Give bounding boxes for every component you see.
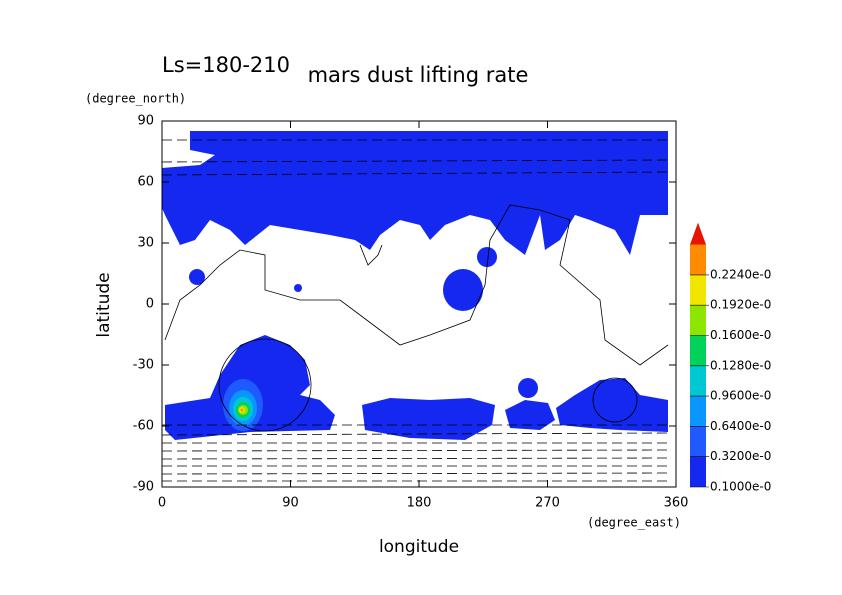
colorbar-band [690, 274, 706, 306]
y-tick-label: 90 [137, 114, 154, 129]
contour-line [359, 244, 383, 266]
contour-line [164, 204, 669, 366]
x-tick-label: 360 [664, 496, 689, 511]
colorbar-label: 0.1000e-0 [710, 480, 771, 494]
contour-line [161, 171, 669, 176]
contour-fill [477, 247, 497, 267]
y-tick-label: 60 [137, 175, 154, 190]
y-tick-label: -60 [133, 419, 154, 434]
contour-fills [162, 131, 668, 440]
colorbar-arrow [690, 222, 706, 245]
x-tick-label: 0 [158, 496, 166, 511]
x-axis-label: longitude [379, 537, 459, 557]
colorbar-band [690, 456, 706, 487]
colorbar-band [690, 335, 706, 366]
contour-fill [443, 269, 483, 311]
contour-fill [240, 408, 244, 412]
subtitle: Ls=180-210 [162, 53, 290, 77]
x-units: (degree_east) [587, 516, 681, 530]
y-tick-label: -90 [133, 480, 154, 495]
contour-line [161, 472, 669, 475]
contour-fill [505, 400, 555, 430]
y-units: (degree_north) [85, 92, 186, 106]
contour-line [161, 449, 669, 452]
colorbar-label: 0.9600e-0 [710, 389, 771, 403]
contour-fill [362, 398, 495, 440]
colorbar-label: 0.1600e-0 [710, 328, 771, 342]
colorbar-band [690, 305, 706, 336]
colorbar-band [690, 426, 706, 457]
colorbar-band [690, 396, 706, 427]
y-tick-label: 0 [146, 297, 154, 312]
x-tick-label: 180 [407, 496, 432, 511]
colorbar-label: 0.2240e-0 [710, 267, 771, 281]
colorbar-label: 0.6400e-0 [710, 419, 771, 433]
contour-lines [161, 139, 669, 482]
contour-line [161, 159, 669, 163]
x-tick-label: 90 [282, 496, 299, 511]
contour-line [592, 377, 638, 423]
contour-line [161, 432, 669, 436]
y-tick-label: 30 [137, 236, 154, 251]
colorbar-label: 0.1280e-0 [710, 358, 771, 372]
contour-fill [189, 269, 205, 285]
contour-line [161, 457, 669, 460]
contour-fill [162, 131, 668, 255]
contour-line [218, 338, 312, 432]
colorbar-band [690, 365, 706, 397]
colorbar-label: 0.1920e-0 [710, 298, 771, 312]
y-axis-label: latitude [94, 272, 114, 337]
y-tick-label: -30 [133, 358, 154, 373]
contour-fill [556, 378, 668, 432]
colorbar-label: 0.3200e-0 [710, 449, 771, 463]
chart-title: mars dust lifting rate [308, 63, 529, 87]
colorbar-band [690, 244, 706, 275]
contour-fill [294, 284, 302, 292]
contour-fill [518, 378, 538, 398]
x-tick-label: 270 [535, 496, 560, 511]
